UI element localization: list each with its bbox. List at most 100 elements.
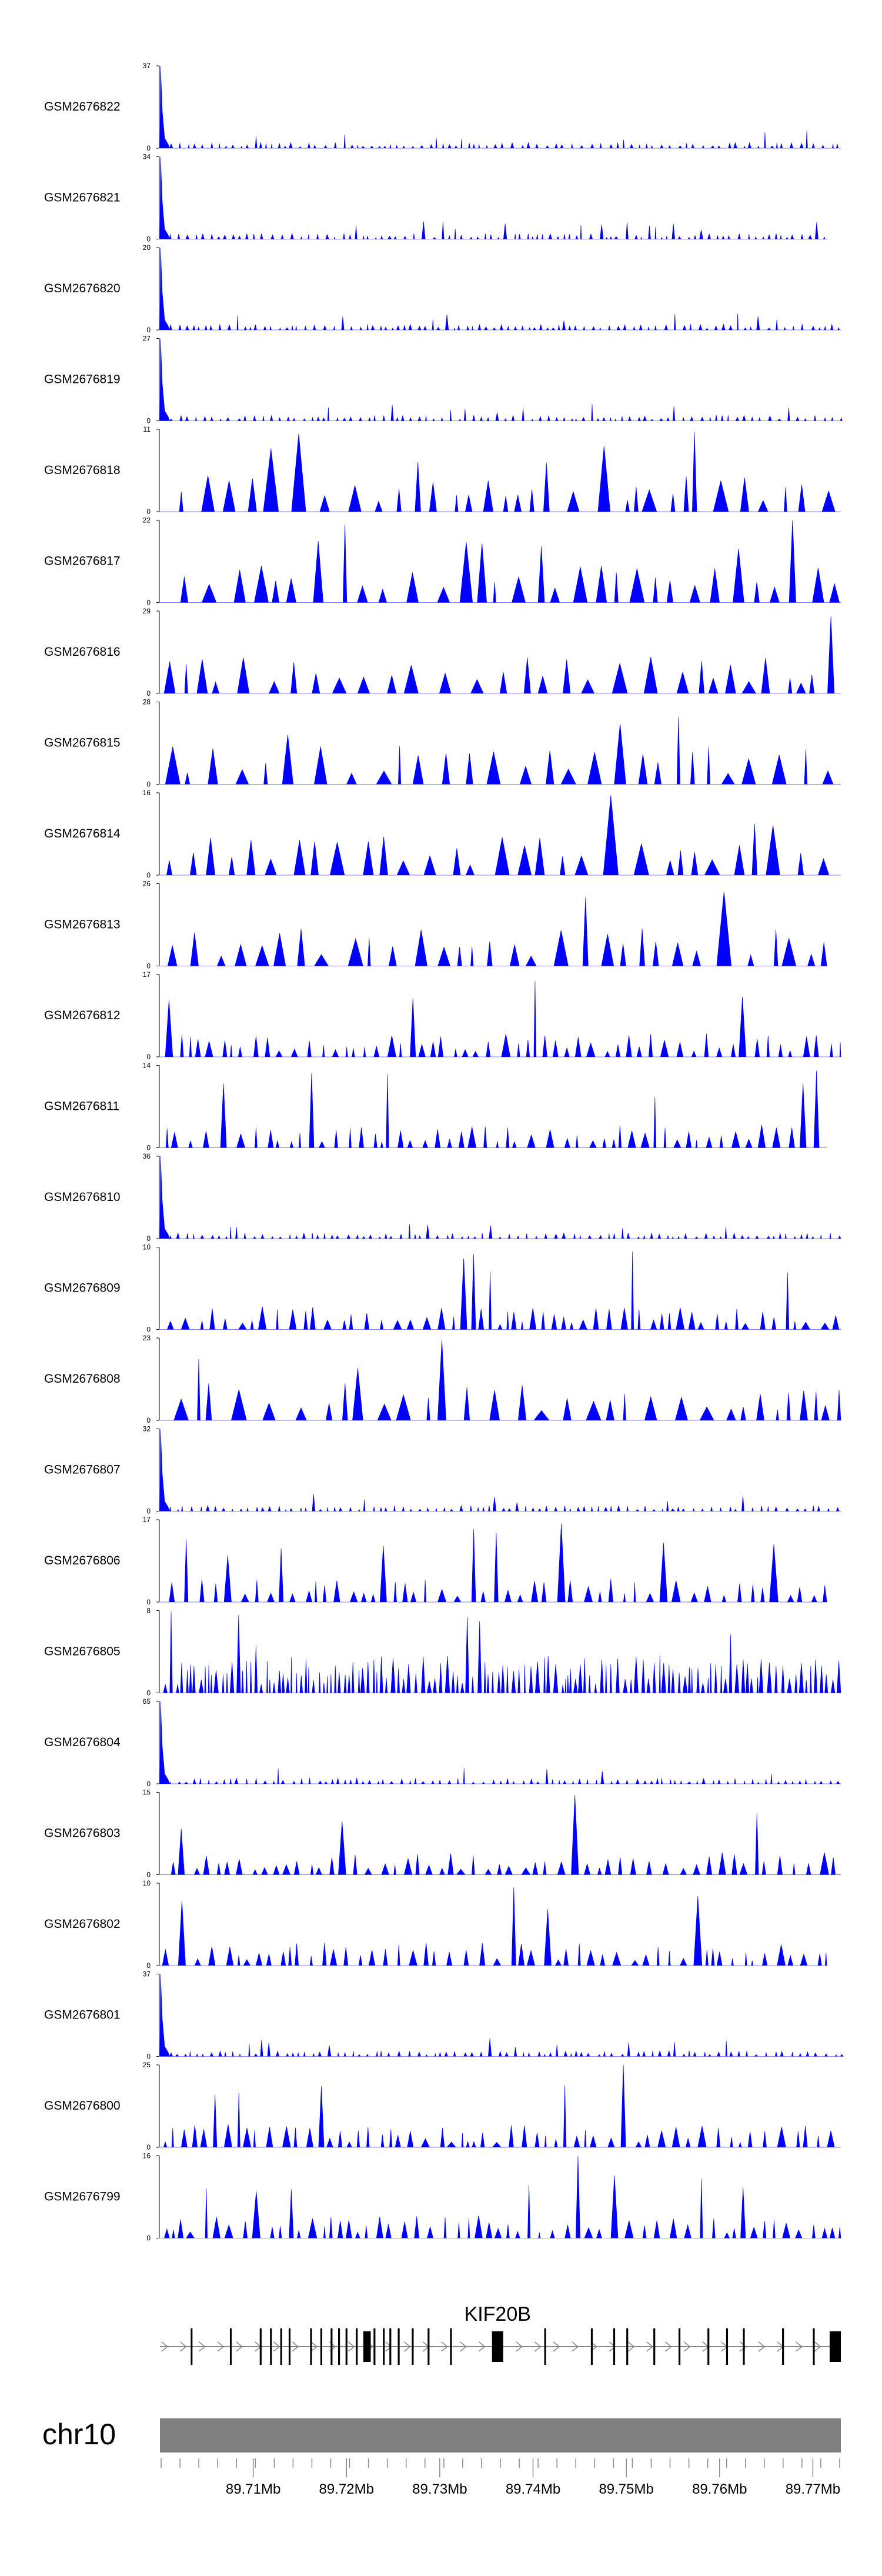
strand-arrow [534, 2341, 542, 2352]
coverage-track: GSM2676808 23 0 [44, 1334, 841, 1424]
track-ymin-label: 0 [146, 780, 151, 789]
strand-arrow [553, 2341, 560, 2352]
track-ymax-label: 11 [143, 425, 151, 433]
gene-exon [707, 2328, 710, 2365]
x-tick-label: 89.76Mb [692, 2481, 747, 2497]
x-tick-label: 89.75Mb [599, 2481, 653, 2497]
track-ymax-label: 29 [143, 607, 151, 615]
track-ymax-label: 16 [143, 789, 151, 797]
coverage-track: GSM2676804 65 0 [44, 1697, 841, 1788]
track-ymax-label: 37 [143, 62, 151, 70]
track-name: GSM2676819 [44, 373, 121, 386]
strand-arrow [217, 2341, 225, 2352]
coverage-area [160, 2155, 841, 2238]
coverage-track: GSM2676817 22 0 [44, 516, 841, 607]
track-ymax-label: 65 [143, 1697, 151, 1706]
gene-exon [743, 2328, 745, 2365]
gene-exon [678, 2328, 681, 2365]
track-ymax-label: 25 [143, 2061, 151, 2069]
strand-arrow [292, 2341, 299, 2352]
track-name: GSM2676822 [44, 100, 121, 114]
gene-exon [383, 2328, 385, 2365]
gene-exon [288, 2328, 291, 2365]
major-ticks: 89.71Mb 89.72Mb 89.73Mb 89.74Mb 89.75Mb 89.76… [226, 2458, 840, 2497]
gene-exon [259, 2328, 262, 2365]
track-ymax-label: 17 [143, 1516, 151, 1524]
gene-exon [270, 2328, 272, 2365]
track-name: GSM2676805 [44, 1645, 121, 1659]
track-ymax-label: 17 [143, 970, 151, 979]
track-name: GSM2676818 [44, 463, 121, 477]
coverage-track: GSM2676820 20 0 [44, 243, 841, 334]
track-ymin-label: 0 [146, 2234, 151, 2243]
track-ymin-label: 0 [146, 689, 151, 698]
coverage-area [159, 338, 843, 422]
track-name: GSM2676810 [44, 1190, 121, 1204]
track-ymax-label: 34 [143, 153, 151, 161]
chromosome-label: chr10 [42, 2418, 116, 2451]
track-ymax-label: 37 [143, 1970, 151, 1978]
track-ymin-label: 0 [146, 144, 151, 152]
coverage-area [159, 247, 841, 331]
track-ymin-label: 0 [146, 1053, 151, 1061]
coverage-track: GSM2676822 37 0 [44, 62, 841, 152]
track-ymin-label: 0 [146, 1234, 151, 1243]
gene-exon [813, 2328, 815, 2365]
gene-exon [191, 2328, 193, 2365]
coverage-track: GSM2676801 37 0 [44, 1970, 844, 2061]
track-ymin-label: 0 [146, 1326, 151, 1334]
gene-exon [389, 2328, 392, 2365]
track-name: GSM2676809 [44, 1282, 121, 1295]
coverage-area [159, 65, 841, 149]
track-ymin-label: 0 [146, 2143, 151, 2151]
x-tick-label: 89.74Mb [506, 2481, 560, 2497]
coverage-area [159, 1701, 841, 1784]
coverage-track: GSM2676816 29 0 [44, 607, 841, 698]
track-ymax-label: 20 [143, 243, 151, 252]
coverage-area [160, 432, 841, 512]
track-ymax-label: 36 [143, 1152, 151, 1160]
track-name: GSM2676814 [44, 827, 121, 840]
track-ymin-label: 0 [146, 1689, 151, 1697]
gene-exon [229, 2328, 232, 2365]
gene-exon [330, 2328, 333, 2365]
coverage-track: GSM2676811 14 0 [44, 1062, 827, 1152]
coverage-track: GSM2676806 17 0 [44, 1516, 827, 1606]
gene-exon [450, 2328, 452, 2365]
gene-exon [492, 2331, 503, 2362]
strand-arrow [739, 2341, 747, 2352]
track-ymax-label: 15 [143, 1788, 151, 1797]
coverage-area [159, 1156, 841, 1239]
x-tick-label: 89.71Mb [226, 2481, 280, 2497]
track-ymin-label: 0 [146, 1507, 151, 1516]
track-name: GSM2676804 [44, 1736, 121, 1749]
track-name: GSM2676808 [44, 1372, 121, 1386]
strand-arrow [646, 2341, 654, 2352]
track-ymin-label: 0 [146, 235, 151, 243]
gene-exon [338, 2328, 340, 2365]
track-ymin-label: 0 [146, 962, 151, 970]
strand-arrow [460, 2341, 467, 2352]
strand-arrow [441, 2341, 449, 2352]
coverage-area [159, 1974, 844, 2057]
track-ymax-label: 32 [143, 1425, 151, 1433]
track-name: GSM2676813 [44, 918, 121, 932]
track-ymax-label: 26 [143, 880, 151, 888]
gene-exon [726, 2328, 729, 2365]
gene-exon [544, 2328, 546, 2365]
strand-arrow [683, 2341, 691, 2352]
track-ymax-label: 10 [143, 1879, 151, 1887]
track-name: GSM2676803 [44, 1827, 121, 1840]
coverage-track: GSM2676810 36 0 [44, 1152, 841, 1243]
track-name: GSM2676811 [44, 1100, 119, 1113]
x-tick-label: 89.73Mb [412, 2481, 467, 2497]
gene-exon [626, 2328, 629, 2365]
track-ymax-label: 22 [143, 516, 151, 525]
strand-arrow [627, 2341, 635, 2352]
strand-arrow [516, 2341, 523, 2352]
track-ymax-label: 16 [143, 2152, 151, 2160]
strand-arrow [348, 2341, 355, 2352]
coverage-area [160, 1340, 841, 1421]
strand-arrow [758, 2341, 766, 2352]
